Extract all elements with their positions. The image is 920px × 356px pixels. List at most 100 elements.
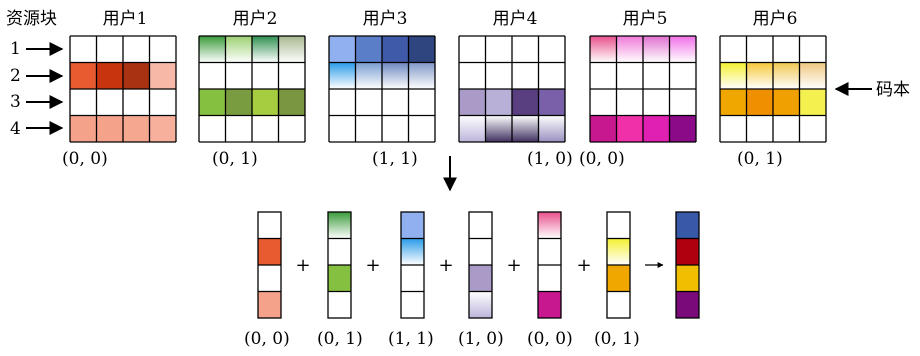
- user-3-cell: [382, 62, 409, 89]
- plus-sign-4: +: [506, 255, 521, 276]
- user-name-6: 用户6: [753, 9, 798, 29]
- column-cell: [401, 212, 424, 239]
- user-name-4: 用户4: [493, 9, 538, 29]
- user-1-cell: [96, 62, 123, 89]
- superposition-column-1: (0, 0): [244, 211, 290, 349]
- user-1-cell: [123, 62, 150, 89]
- user-2-cell: [199, 89, 226, 116]
- user-3-cell: [408, 62, 435, 89]
- user-5-cell: [590, 115, 617, 142]
- user-4-cell: [538, 89, 565, 116]
- user-coord-1: (0, 0): [62, 149, 108, 169]
- user-5-cell: [616, 36, 643, 63]
- user-1-cell: [70, 62, 97, 89]
- user-2-cell: [225, 36, 252, 63]
- user-6-cell: [720, 62, 747, 89]
- superposition-column-2: (0, 1): [317, 211, 363, 349]
- user-grid-3: 用户3 (1, 1): [328, 9, 436, 169]
- user-1-cell: [123, 115, 150, 142]
- superposition-column-6: (0, 1): [594, 211, 640, 349]
- user-3-cell: [329, 62, 356, 89]
- user-6-cell: [773, 89, 800, 116]
- column-cell: [538, 291, 561, 318]
- plus-sign-3: +: [438, 255, 453, 276]
- column-coord-1: (0, 0): [244, 329, 290, 349]
- column-cell: [469, 291, 492, 318]
- user-3-cell: [355, 36, 382, 63]
- user-3-cell: [329, 36, 356, 63]
- user-4-cell: [512, 89, 539, 116]
- superposition-row: (0, 0) (0, 1) (1, 1) (1, 0) (0, 0) (0, 1) + + + +…: [244, 211, 700, 349]
- user-coord-2: (0, 1): [212, 149, 258, 169]
- user-5-cell: [643, 36, 670, 63]
- user-grid-5: 用户5 (0, 0): [579, 9, 697, 169]
- user-2-cell: [252, 89, 279, 116]
- user-1-cell: [149, 115, 176, 142]
- user-5-cell: [669, 36, 696, 63]
- user-6-cell: [746, 89, 773, 116]
- user-5-cell: [590, 36, 617, 63]
- plus-sign-1: +: [295, 255, 310, 276]
- result-cell: [676, 291, 699, 318]
- user-2-cell: [278, 89, 305, 116]
- user-6-cell: [799, 89, 826, 116]
- row-label-group: 1 2 3 4: [10, 39, 64, 139]
- user-1-cell: [96, 115, 123, 142]
- user-2-cell: [225, 89, 252, 116]
- result-cell: [676, 265, 699, 292]
- user-6-cell: [746, 62, 773, 89]
- superposition-column-4: (1, 0): [458, 211, 504, 349]
- column-cell: [401, 238, 424, 265]
- user-1-cell: [70, 115, 97, 142]
- column-cell: [328, 212, 351, 239]
- user-6-cell: [773, 62, 800, 89]
- codebook-label: 码本: [876, 80, 910, 100]
- user-5-cell: [643, 115, 670, 142]
- user-2-cell: [278, 36, 305, 63]
- superposition-column-3: (1, 1): [388, 211, 434, 349]
- user-6-cell: [799, 62, 826, 89]
- user-coord-5: (0, 0): [579, 149, 625, 169]
- user-name-5: 用户5: [623, 9, 668, 29]
- user-2-cell: [252, 36, 279, 63]
- user-3-cell: [355, 62, 382, 89]
- result-cell: [676, 238, 699, 265]
- user-coord-6: (0, 1): [737, 149, 783, 169]
- user-coord-3: (1, 1): [372, 149, 418, 169]
- user-grid-4: 用户4 (1, 0): [458, 9, 573, 169]
- user-name-2: 用户2: [233, 9, 278, 29]
- column-coord-2: (0, 1): [317, 329, 363, 349]
- resource-block-label: 资源块: [6, 9, 57, 29]
- row-label-4: 4: [10, 119, 21, 139]
- row-label-1: 1: [10, 39, 21, 59]
- column-cell: [607, 238, 630, 265]
- column-cell: [538, 212, 561, 239]
- column-coord-5: (0, 0): [527, 329, 573, 349]
- user-6-cell: [720, 89, 747, 116]
- column-cell: [258, 291, 281, 318]
- user-5-cell: [669, 115, 696, 142]
- column-coord-4: (1, 0): [458, 329, 504, 349]
- user-grid-2: 用户2 (0, 1): [198, 9, 306, 169]
- column-coord-6: (0, 1): [594, 329, 640, 349]
- user-3-cell: [382, 36, 409, 63]
- column-cell: [258, 238, 281, 265]
- user-2-cell: [199, 36, 226, 63]
- column-coord-3: (1, 1): [388, 329, 434, 349]
- superposition-column-5: (0, 0): [527, 211, 573, 349]
- user-4-cell: [512, 115, 539, 142]
- user-3-cell: [408, 36, 435, 63]
- user-coord-4: (1, 0): [527, 149, 573, 169]
- plus-sign-2: +: [365, 255, 380, 276]
- column-cell: [469, 265, 492, 292]
- user-1-cell: [149, 62, 176, 89]
- user-4-cell: [538, 115, 565, 142]
- user-5-cell: [616, 115, 643, 142]
- row-label-2: 2: [10, 66, 21, 86]
- user-name-3: 用户3: [363, 9, 408, 29]
- user-grid-1: 用户1 (0, 0): [62, 9, 177, 169]
- column-cell: [328, 265, 351, 292]
- user-4-cell: [459, 89, 486, 116]
- plus-sign-5: +: [576, 255, 591, 276]
